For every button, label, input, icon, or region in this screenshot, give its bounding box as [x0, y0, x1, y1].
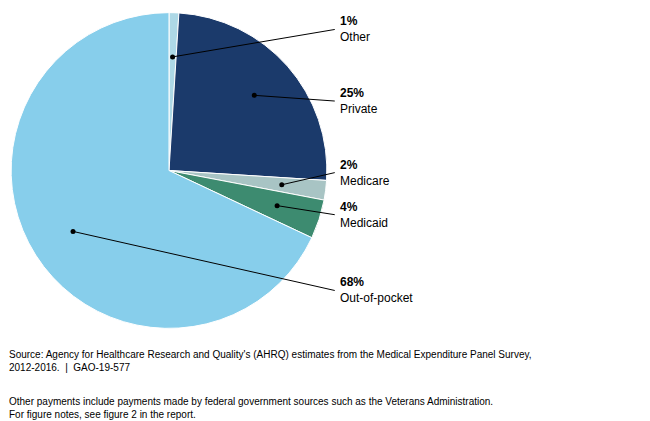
svg-text:Source: Agency for Healthcare: Source: Agency for Healthcare Research a…: [9, 349, 532, 373]
svg-text:4%Medicaid: 4%Medicaid: [340, 200, 388, 230]
svg-text:2%Medicare: 2%Medicare: [340, 158, 390, 188]
svg-text:68%Out-of-pocket: 68%Out-of-pocket: [340, 275, 413, 305]
svg-text:1%Other: 1%Other: [340, 14, 370, 44]
svg-text:25%Private: 25%Private: [340, 86, 378, 116]
svg-text:Other payments include payment: Other payments include payments made by …: [9, 396, 493, 420]
